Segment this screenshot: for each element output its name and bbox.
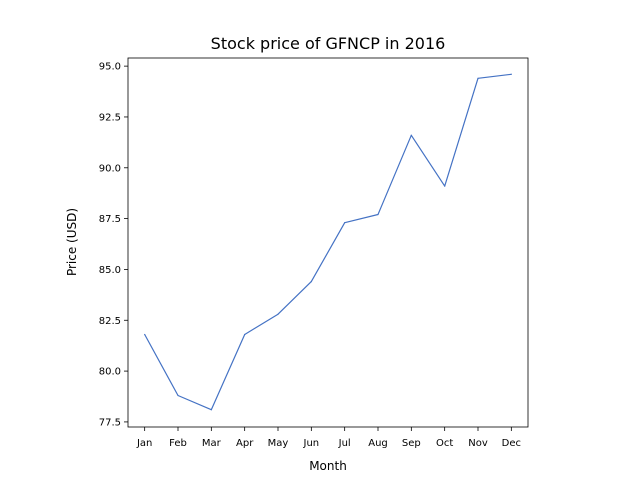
data-point [344,222,346,224]
data-point [377,213,379,216]
data-point [477,77,479,79]
y-tick-label: 87.5 [99,214,121,225]
data-point [310,281,312,283]
y-tick-label: 90.0 [99,163,121,174]
x-axis-title: Month [309,459,347,473]
data-point [444,185,446,187]
plot-area [128,58,528,427]
x-tick-label: Aug [368,438,388,449]
y-tick-label: 85.0 [99,265,121,276]
data-point [144,333,146,336]
x-tick-label: Jan [136,438,152,449]
x-tick-label: Nov [468,438,488,449]
plot-frame [127,57,529,428]
data-point [177,394,179,397]
y-axis: 77.5 80.0 82.5 85.0 87.5 90.0 92.5 95.0 [99,62,128,428]
data-point [210,409,212,411]
x-tick-label: Oct [436,438,453,449]
x-tick-label: Jul [338,438,351,449]
x-tick-label: Mar [202,438,222,449]
x-tick-label: Apr [236,438,254,449]
y-axis-title: Price (USD) [65,208,79,276]
y-tick-label: 82.5 [99,316,121,327]
data-point [410,134,412,136]
data-point [510,73,512,75]
y-tick-label: 80.0 [99,367,121,378]
x-tick-label: Sep [402,438,421,449]
y-tick-label: 95.0 [99,62,121,73]
data-marks [144,73,512,411]
data-point [244,333,246,336]
chart-title: Stock price of GFNCP in 2016 [211,34,446,53]
series-line [144,73,512,411]
y-tick-label: 77.5 [99,417,121,428]
x-tick-label: Jun [303,438,320,449]
x-tick-label: Dec [502,438,521,449]
data-point [277,313,279,315]
x-tick-label: May [268,438,289,449]
y-tick-label: 92.5 [99,112,121,123]
x-axis: Jan Feb Mar Apr May Jun Jul Aug Sep Oct Nov Dec [136,427,521,449]
x-tick-label: Feb [169,438,187,449]
